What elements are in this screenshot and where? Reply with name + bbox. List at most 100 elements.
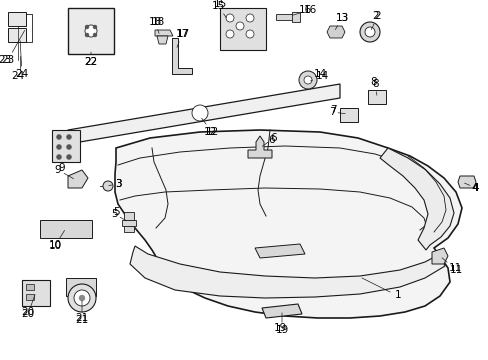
Circle shape — [225, 30, 234, 38]
Circle shape — [74, 290, 90, 306]
Text: 24: 24 — [15, 41, 29, 79]
Text: 17: 17 — [175, 29, 188, 48]
Text: 14: 14 — [310, 71, 328, 81]
Text: 9: 9 — [55, 165, 73, 179]
Text: 20: 20 — [21, 294, 35, 319]
Text: 14: 14 — [313, 69, 326, 79]
Bar — [8, 28, 26, 42]
Text: 21: 21 — [75, 313, 88, 323]
Polygon shape — [275, 14, 295, 20]
Text: 1: 1 — [394, 290, 401, 300]
Text: 22: 22 — [84, 52, 98, 67]
Circle shape — [93, 25, 97, 29]
Text: 19: 19 — [273, 323, 286, 333]
Text: 10: 10 — [48, 240, 61, 250]
Circle shape — [85, 25, 89, 29]
Polygon shape — [155, 30, 173, 36]
Text: 24: 24 — [11, 71, 24, 81]
Text: 11: 11 — [441, 258, 462, 275]
Text: 2: 2 — [370, 11, 381, 30]
Bar — [122, 220, 136, 226]
Circle shape — [245, 30, 253, 38]
Text: 23: 23 — [1, 31, 24, 65]
Text: 13: 13 — [335, 13, 348, 30]
Text: 11: 11 — [447, 263, 461, 273]
Text: 6: 6 — [262, 133, 277, 147]
Polygon shape — [115, 130, 461, 318]
Text: 18: 18 — [148, 17, 162, 33]
Text: 3: 3 — [108, 179, 121, 189]
Polygon shape — [68, 170, 88, 188]
Text: 9: 9 — [59, 163, 65, 173]
Bar — [66, 278, 96, 296]
Text: 19: 19 — [275, 313, 288, 335]
Bar — [220, 8, 265, 50]
Bar — [124, 226, 134, 232]
Bar — [22, 280, 50, 306]
Text: 12: 12 — [201, 118, 218, 137]
Text: 7: 7 — [328, 107, 345, 117]
Bar — [52, 130, 80, 162]
Polygon shape — [130, 246, 444, 298]
Text: 10: 10 — [48, 230, 64, 251]
Bar — [40, 220, 92, 238]
Text: 16: 16 — [298, 5, 311, 15]
Circle shape — [66, 135, 71, 139]
Circle shape — [236, 22, 244, 30]
Bar — [124, 212, 134, 220]
Text: 5: 5 — [112, 207, 119, 217]
Text: 15: 15 — [213, 0, 226, 9]
Text: 8: 8 — [370, 77, 377, 87]
Circle shape — [57, 135, 61, 139]
Circle shape — [192, 105, 207, 121]
Circle shape — [225, 14, 234, 22]
Circle shape — [85, 33, 89, 37]
Circle shape — [364, 27, 374, 37]
Circle shape — [85, 25, 97, 37]
Circle shape — [57, 144, 61, 149]
Text: 8: 8 — [372, 79, 379, 95]
Text: 4: 4 — [471, 183, 477, 193]
Circle shape — [359, 22, 379, 42]
Circle shape — [68, 284, 96, 312]
Text: 2: 2 — [372, 11, 379, 21]
Bar — [68, 8, 114, 54]
Bar — [367, 90, 385, 104]
Text: 23: 23 — [0, 55, 12, 65]
Polygon shape — [262, 304, 302, 318]
Text: 15: 15 — [211, 1, 226, 18]
Bar — [8, 12, 26, 26]
Bar — [26, 284, 34, 290]
Text: 3: 3 — [115, 179, 121, 189]
Text: 4: 4 — [464, 183, 478, 193]
Polygon shape — [379, 148, 453, 250]
Polygon shape — [68, 84, 339, 144]
Circle shape — [66, 154, 71, 159]
Text: 13: 13 — [335, 13, 348, 23]
Bar — [339, 108, 357, 122]
Polygon shape — [247, 136, 271, 158]
Circle shape — [93, 33, 97, 37]
Circle shape — [298, 71, 316, 89]
Polygon shape — [172, 38, 192, 74]
Circle shape — [245, 14, 253, 22]
Polygon shape — [457, 176, 475, 188]
Circle shape — [79, 295, 85, 301]
Text: 7: 7 — [329, 105, 336, 115]
Circle shape — [57, 154, 61, 159]
Text: 22: 22 — [84, 57, 98, 67]
Text: 17: 17 — [176, 29, 189, 39]
Text: 18: 18 — [151, 17, 164, 27]
Text: 6: 6 — [268, 135, 275, 145]
Circle shape — [103, 181, 113, 191]
Bar — [26, 294, 34, 300]
Circle shape — [304, 76, 311, 84]
Text: 5: 5 — [110, 209, 126, 221]
Polygon shape — [254, 244, 305, 258]
Text: 12: 12 — [203, 127, 216, 137]
Polygon shape — [431, 248, 447, 264]
Polygon shape — [326, 26, 345, 38]
Circle shape — [66, 144, 71, 149]
Text: 20: 20 — [21, 307, 35, 317]
Text: 16: 16 — [292, 5, 316, 15]
